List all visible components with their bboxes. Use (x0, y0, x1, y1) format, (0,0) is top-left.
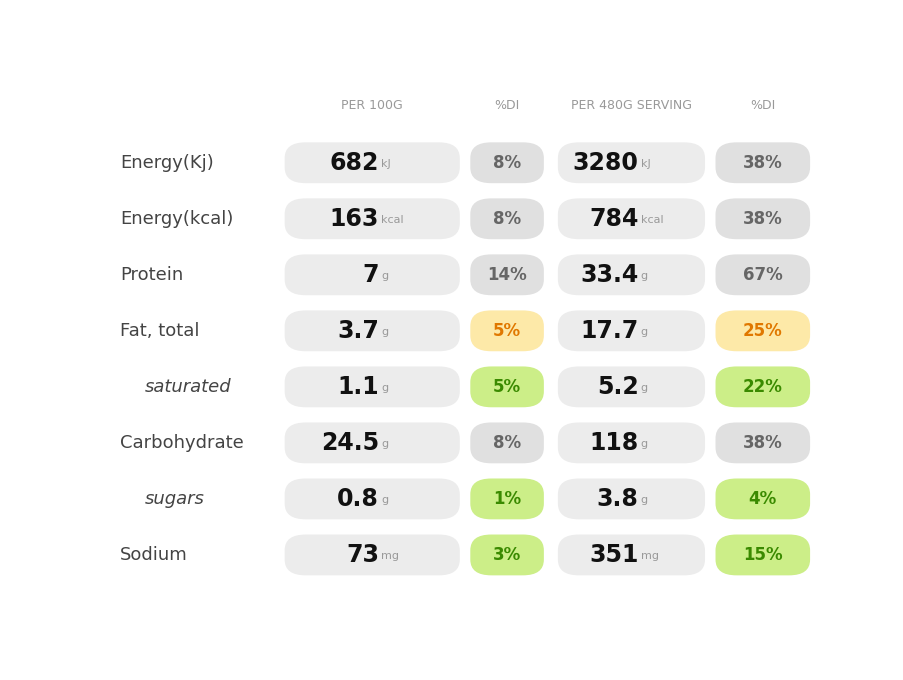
FancyBboxPatch shape (284, 367, 460, 407)
Text: Carbohydrate: Carbohydrate (120, 434, 244, 452)
FancyBboxPatch shape (284, 254, 460, 295)
Text: 3.7: 3.7 (337, 319, 379, 343)
Text: 163: 163 (330, 207, 379, 231)
Text: PER 100G: PER 100G (341, 99, 403, 112)
Text: Sodium: Sodium (120, 546, 188, 564)
Text: 5.2: 5.2 (596, 375, 638, 399)
FancyBboxPatch shape (284, 142, 460, 183)
FancyBboxPatch shape (284, 479, 460, 520)
FancyBboxPatch shape (557, 479, 704, 520)
Text: 24.5: 24.5 (321, 431, 379, 455)
Text: g: g (640, 383, 647, 393)
FancyBboxPatch shape (715, 367, 809, 407)
Text: 4%: 4% (748, 490, 776, 508)
Text: g: g (381, 495, 388, 505)
Text: g: g (381, 439, 388, 449)
FancyBboxPatch shape (557, 199, 704, 239)
FancyBboxPatch shape (715, 254, 809, 295)
FancyBboxPatch shape (470, 310, 544, 352)
Text: 33.4: 33.4 (580, 262, 638, 287)
FancyBboxPatch shape (715, 142, 809, 183)
FancyBboxPatch shape (284, 310, 460, 352)
FancyBboxPatch shape (470, 142, 544, 183)
FancyBboxPatch shape (715, 310, 809, 352)
FancyBboxPatch shape (470, 254, 544, 295)
Text: 1.1: 1.1 (337, 375, 379, 399)
Text: 7: 7 (362, 262, 379, 287)
Text: Fat, total: Fat, total (120, 322, 200, 340)
Text: mg: mg (381, 551, 399, 561)
FancyBboxPatch shape (557, 534, 704, 575)
Text: kJ: kJ (640, 159, 649, 169)
Text: 22%: 22% (742, 378, 782, 396)
Text: 15%: 15% (742, 546, 782, 564)
Text: 17.7: 17.7 (580, 319, 638, 343)
Text: Protein: Protein (120, 266, 183, 284)
Text: 3%: 3% (492, 546, 521, 564)
FancyBboxPatch shape (470, 199, 544, 239)
Text: mg: mg (640, 551, 657, 561)
Text: 38%: 38% (742, 434, 782, 452)
FancyBboxPatch shape (470, 367, 544, 407)
Text: g: g (640, 327, 647, 337)
Text: 14%: 14% (487, 266, 526, 284)
FancyBboxPatch shape (284, 422, 460, 463)
Text: 1%: 1% (492, 490, 520, 508)
Text: saturated: saturated (144, 378, 231, 396)
Text: 682: 682 (330, 151, 379, 175)
FancyBboxPatch shape (715, 199, 809, 239)
FancyBboxPatch shape (557, 422, 704, 463)
FancyBboxPatch shape (557, 310, 704, 352)
FancyBboxPatch shape (715, 479, 809, 520)
Text: 8%: 8% (492, 154, 520, 172)
FancyBboxPatch shape (284, 199, 460, 239)
Text: g: g (381, 271, 388, 281)
FancyBboxPatch shape (284, 534, 460, 575)
Text: g: g (381, 327, 388, 337)
FancyBboxPatch shape (557, 142, 704, 183)
FancyBboxPatch shape (557, 367, 704, 407)
Text: kcal: kcal (640, 215, 663, 225)
Text: g: g (640, 439, 647, 449)
Text: Energy(kcal): Energy(kcal) (120, 210, 233, 228)
Text: 38%: 38% (742, 154, 782, 172)
FancyBboxPatch shape (557, 254, 704, 295)
Text: g: g (640, 271, 647, 281)
Text: g: g (640, 495, 647, 505)
Text: 118: 118 (589, 431, 638, 455)
Text: 25%: 25% (742, 322, 782, 340)
Text: PER 480G SERVING: PER 480G SERVING (571, 99, 691, 112)
Text: kcal: kcal (381, 215, 404, 225)
Text: 3.8: 3.8 (596, 487, 638, 511)
Text: 5%: 5% (492, 378, 520, 396)
Text: 5%: 5% (492, 322, 520, 340)
Text: 38%: 38% (742, 210, 782, 228)
Text: 73: 73 (346, 543, 379, 567)
Text: %DI: %DI (749, 99, 775, 112)
FancyBboxPatch shape (470, 479, 544, 520)
Text: Energy(Kj): Energy(Kj) (120, 154, 213, 172)
Text: 8%: 8% (492, 210, 520, 228)
Text: %DI: %DI (494, 99, 519, 112)
Text: 8%: 8% (492, 434, 520, 452)
Text: 784: 784 (589, 207, 638, 231)
FancyBboxPatch shape (470, 534, 544, 575)
Text: kJ: kJ (381, 159, 391, 169)
Text: 3280: 3280 (572, 151, 638, 175)
FancyBboxPatch shape (715, 422, 809, 463)
Text: 67%: 67% (742, 266, 782, 284)
Text: sugars: sugars (144, 490, 204, 508)
Text: 351: 351 (589, 543, 638, 567)
Text: g: g (381, 383, 388, 393)
FancyBboxPatch shape (715, 534, 809, 575)
FancyBboxPatch shape (470, 422, 544, 463)
Text: 0.8: 0.8 (337, 487, 379, 511)
